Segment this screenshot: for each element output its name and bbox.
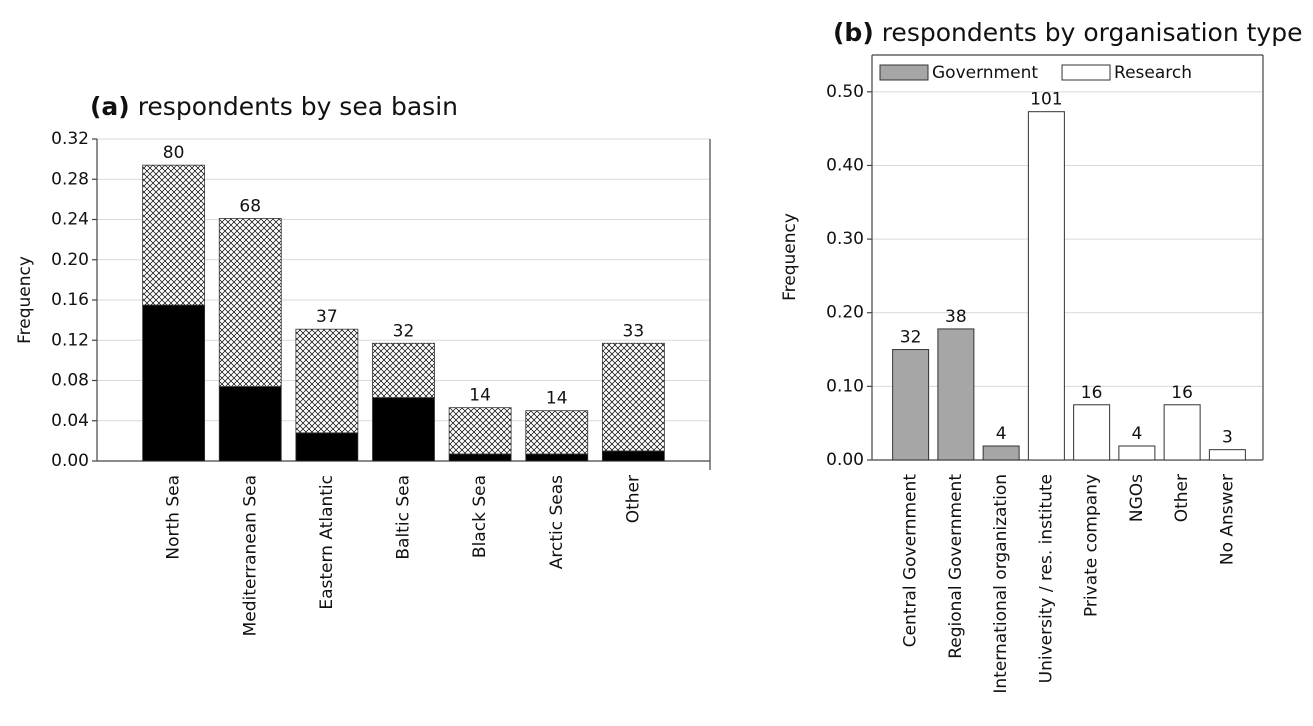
title-text: respondents by sea basin	[138, 92, 458, 121]
x-tick-label: Other	[1172, 474, 1192, 522]
y-tick-label: 0.04	[51, 411, 89, 431]
y-tick-label: 0.40	[826, 155, 864, 175]
chart-title: (b) respondents by organisation type	[833, 18, 1302, 47]
legend-label: Government	[932, 63, 1038, 83]
legend-label: Research	[1114, 63, 1192, 83]
bar-segment	[601, 342, 665, 452]
bar-segment	[372, 342, 435, 399]
bar-label: 32	[393, 321, 415, 341]
x-tick-label: Private company	[1082, 474, 1102, 617]
title-text: respondents by organisation type	[882, 18, 1303, 47]
bar	[937, 328, 975, 461]
y-tick-label: 0.00	[826, 450, 864, 470]
bar-label: 101	[1030, 90, 1062, 110]
bar-segment	[218, 386, 282, 462]
bar-segment	[525, 453, 589, 462]
y-tick-label: 0.20	[826, 303, 864, 323]
x-tick-label: North Sea	[164, 475, 184, 560]
bar-segment	[448, 407, 512, 455]
bar-label: 80	[163, 143, 185, 163]
x-tick-label: Black Sea	[470, 475, 490, 558]
y-tick-label: 0.00	[51, 451, 89, 471]
x-tick-label: International organization	[991, 474, 1011, 694]
bar-label: 3	[1222, 428, 1233, 448]
bar-segment	[525, 410, 589, 455]
y-axis-title: Frequency	[15, 256, 35, 344]
x-tick-label: Central Government	[901, 474, 921, 648]
bar	[1208, 449, 1246, 461]
bar-label: 33	[623, 321, 645, 341]
bar	[892, 349, 930, 461]
x-tick-label: Mediterranean Sea	[240, 475, 260, 636]
bar	[1027, 111, 1065, 461]
bar-segment	[295, 328, 359, 434]
y-axis-title: Frequency	[780, 213, 800, 301]
y-tick-label: 0.10	[826, 376, 864, 396]
bar-segment	[295, 432, 359, 462]
x-tick-label: Regional Government	[946, 474, 966, 659]
x-tick-label: Arctic Seas	[547, 475, 567, 569]
bar-segment	[218, 218, 282, 387]
bar-label: 16	[1081, 383, 1103, 403]
bar-label: 14	[469, 386, 491, 406]
y-tick-label: 0.20	[51, 250, 89, 270]
bar-segment	[142, 304, 206, 462]
bar	[1073, 404, 1111, 461]
y-tick-label: 0.16	[51, 290, 89, 310]
y-tick-label: 0.32	[51, 129, 89, 149]
x-tick-label: Eastern Atlantic	[317, 475, 337, 610]
panel-label: (b)	[833, 18, 874, 47]
bar	[1163, 404, 1201, 461]
y-tick-label: 0.28	[51, 169, 89, 189]
bar-label: 68	[239, 196, 261, 216]
x-tick-label: NGOs	[1127, 474, 1147, 522]
bar-label: 37	[316, 307, 338, 327]
legend-swatch	[879, 64, 929, 81]
y-tick-label: 0.12	[51, 330, 89, 350]
bar	[1118, 445, 1156, 461]
y-tick-label: 0.08	[51, 371, 89, 391]
panel-label: (a)	[90, 92, 130, 121]
bar-label: 32	[900, 328, 922, 348]
bar-label: 4	[1131, 424, 1142, 444]
bar-segment	[601, 450, 665, 462]
x-tick-label: Other	[623, 475, 643, 523]
x-tick-label: No Answer	[1217, 474, 1237, 565]
bar-segment	[142, 164, 206, 306]
bar-label: 4	[996, 424, 1007, 444]
bar-label: 14	[546, 389, 568, 409]
bar	[982, 445, 1020, 461]
y-tick-label: 0.24	[51, 210, 89, 230]
y-tick-label: 0.30	[826, 229, 864, 249]
x-tick-label: University / res. institute	[1036, 474, 1056, 683]
bar-segment	[448, 453, 512, 462]
bar-label: 38	[945, 307, 967, 327]
bar-label: 16	[1171, 383, 1193, 403]
bar-segment	[372, 397, 435, 462]
y-tick-label: 0.50	[826, 82, 864, 102]
x-tick-label: Baltic Sea	[394, 475, 414, 560]
legend-swatch	[1061, 64, 1111, 81]
chart-title: (a) respondents by sea basin	[90, 92, 458, 121]
